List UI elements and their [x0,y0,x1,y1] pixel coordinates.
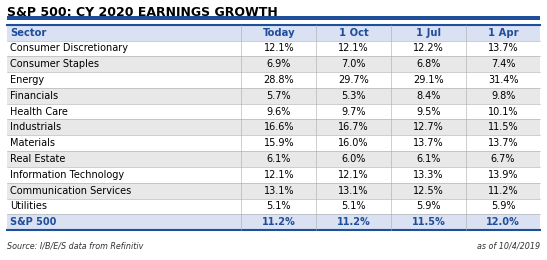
Text: 11.5%: 11.5% [488,122,519,132]
Text: 16.6%: 16.6% [264,122,294,132]
Text: Health Care: Health Care [10,107,68,116]
Text: 13.9%: 13.9% [488,170,519,180]
Text: 13.7%: 13.7% [413,138,444,148]
Text: Information Technology: Information Technology [10,170,125,180]
Text: 9.5%: 9.5% [416,107,440,116]
Text: 7.4%: 7.4% [491,59,515,69]
Text: 12.1%: 12.1% [264,43,294,53]
Text: 11.2%: 11.2% [488,186,519,196]
Text: 9.6%: 9.6% [266,107,291,116]
Text: 12.0%: 12.0% [486,217,520,227]
Text: 9.8%: 9.8% [491,91,515,101]
Bar [7,104,540,120]
Text: 7.0%: 7.0% [341,59,366,69]
Bar [7,72,540,88]
Text: Materials: Materials [10,138,55,148]
Text: 9.7%: 9.7% [341,107,366,116]
Text: Real Estate: Real Estate [10,154,66,164]
Text: 16.0%: 16.0% [339,138,369,148]
Text: 5.9%: 5.9% [491,202,515,211]
Text: Financials: Financials [10,91,59,101]
Text: 6.9%: 6.9% [266,59,291,69]
Text: 6.8%: 6.8% [416,59,440,69]
Text: 11.5%: 11.5% [411,217,445,227]
Text: Source: I/B/E/S data from Refinitiv: Source: I/B/E/S data from Refinitiv [7,242,143,251]
Text: 11.2%: 11.2% [337,217,370,227]
Text: Today: Today [263,28,295,38]
Text: 10.1%: 10.1% [488,107,519,116]
Text: 8.4%: 8.4% [416,91,440,101]
Text: 5.7%: 5.7% [266,91,291,101]
Bar [7,167,540,183]
Text: 13.7%: 13.7% [488,43,519,53]
Bar [7,88,540,104]
Text: 6.1%: 6.1% [416,154,440,164]
Text: 1 Apr: 1 Apr [488,28,519,38]
Text: 12.2%: 12.2% [413,43,444,53]
Text: 15.9%: 15.9% [264,138,294,148]
Text: Industrials: Industrials [10,122,61,132]
Text: 1 Oct: 1 Oct [339,28,369,38]
Text: 6.0%: 6.0% [341,154,366,164]
Text: Consumer Discretionary: Consumer Discretionary [10,43,129,53]
Text: Communication Services: Communication Services [10,186,132,196]
Text: 28.8%: 28.8% [264,75,294,85]
Text: 12.1%: 12.1% [338,43,369,53]
Text: 5.1%: 5.1% [341,202,366,211]
Bar [7,198,540,214]
Text: 6.1%: 6.1% [266,154,291,164]
Text: 6.7%: 6.7% [491,154,515,164]
Bar [7,25,540,41]
Bar [7,120,540,135]
Text: 29.1%: 29.1% [413,75,444,85]
Bar [7,16,540,20]
Text: Sector: Sector [10,28,46,38]
Text: 13.3%: 13.3% [413,170,444,180]
Text: as of 10/4/2019: as of 10/4/2019 [478,242,540,251]
Text: 13.1%: 13.1% [264,186,294,196]
Text: 5.9%: 5.9% [416,202,440,211]
Bar [7,214,540,230]
Text: 12.1%: 12.1% [264,170,294,180]
Text: Utilities: Utilities [10,202,48,211]
Text: Consumer Staples: Consumer Staples [10,59,100,69]
Text: Energy: Energy [10,75,44,85]
Text: 5.3%: 5.3% [341,91,366,101]
Text: 12.7%: 12.7% [413,122,444,132]
Bar [7,135,540,151]
Text: S&P 500: CY 2020 EARNINGS GROWTH: S&P 500: CY 2020 EARNINGS GROWTH [7,6,277,20]
Text: 29.7%: 29.7% [338,75,369,85]
Text: 5.1%: 5.1% [266,202,291,211]
Bar [7,183,540,198]
Text: 16.7%: 16.7% [338,122,369,132]
Text: 13.1%: 13.1% [339,186,369,196]
Bar [7,151,540,167]
Text: 12.1%: 12.1% [338,170,369,180]
Text: 12.5%: 12.5% [413,186,444,196]
Text: 1 Jul: 1 Jul [416,28,441,38]
Text: 11.2%: 11.2% [262,217,296,227]
Bar [7,56,540,72]
Bar [7,41,540,56]
Text: S&P 500: S&P 500 [10,217,57,227]
Text: 31.4%: 31.4% [488,75,519,85]
Text: 13.7%: 13.7% [488,138,519,148]
